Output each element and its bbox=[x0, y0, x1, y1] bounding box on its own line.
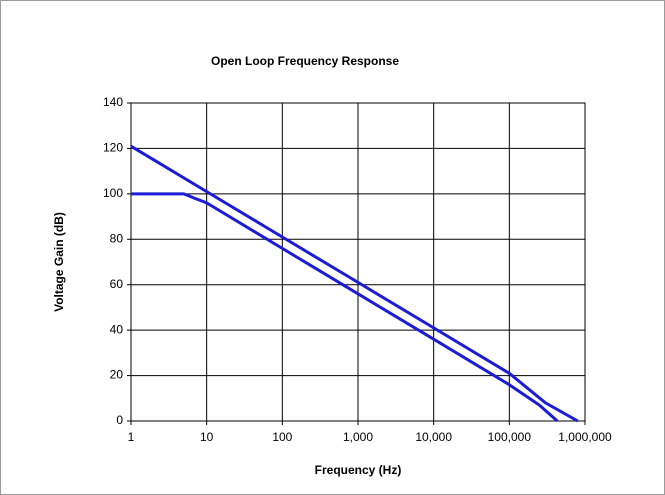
y-axis-label: Voltage Gain (dB) bbox=[52, 212, 66, 312]
y-tick-label: 80 bbox=[110, 231, 124, 245]
series-line bbox=[131, 192, 559, 423]
x-tick-label: 100,000 bbox=[488, 430, 532, 444]
x-tick-label: 1,000 bbox=[343, 430, 373, 444]
x-tick-label: 100 bbox=[272, 430, 292, 444]
y-tick-label: 60 bbox=[110, 277, 124, 291]
x-tick-label: 10 bbox=[200, 430, 214, 444]
x-tick-label: 1,000,000 bbox=[558, 430, 612, 444]
x-tick-label: 1 bbox=[128, 430, 135, 444]
y-tick-label: 120 bbox=[103, 141, 123, 155]
y-tick-label: 100 bbox=[103, 186, 123, 200]
y-tick-label: 40 bbox=[110, 322, 124, 336]
series-line bbox=[130, 144, 579, 423]
y-tick-label: 20 bbox=[110, 368, 124, 382]
y-tick-label: 0 bbox=[116, 413, 123, 427]
chart-title: Open Loop Frequency Response bbox=[211, 54, 399, 68]
x-tick-label: 10,000 bbox=[415, 430, 452, 444]
y-tick-label: 140 bbox=[103, 95, 123, 109]
x-axis-label: Frequency (Hz) bbox=[315, 463, 402, 477]
